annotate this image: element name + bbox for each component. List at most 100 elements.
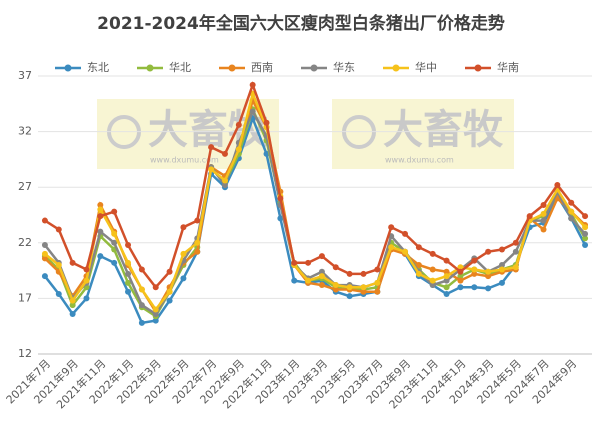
legend-label: 西南 <box>251 61 273 74</box>
y-tick-label: 37 <box>18 69 32 82</box>
point <box>97 213 104 220</box>
point <box>41 255 48 262</box>
point <box>152 284 159 291</box>
point <box>221 150 228 157</box>
point <box>485 273 492 280</box>
point <box>125 270 132 277</box>
point <box>277 195 284 202</box>
point <box>443 290 450 297</box>
point <box>582 230 589 237</box>
y-tick-label: 12 <box>18 347 32 360</box>
point <box>540 226 547 233</box>
point <box>498 279 505 286</box>
point <box>180 275 187 282</box>
point <box>471 284 478 291</box>
point <box>194 239 201 246</box>
legend-marker <box>228 64 236 72</box>
watermark-url: www.dxumu.com <box>385 156 454 165</box>
point <box>568 199 575 206</box>
y-tick-label: 27 <box>18 180 32 193</box>
point <box>305 259 312 266</box>
point <box>180 250 187 257</box>
point <box>221 177 228 184</box>
point <box>97 206 104 213</box>
point <box>443 273 450 280</box>
point <box>374 279 381 286</box>
point <box>138 319 145 326</box>
point <box>512 239 519 246</box>
point <box>318 253 325 260</box>
point <box>97 228 104 235</box>
y-tick-label: 32 <box>18 125 32 138</box>
legend-label: 华东 <box>333 60 355 74</box>
point <box>429 282 436 289</box>
point <box>166 288 173 295</box>
point <box>568 215 575 222</box>
y-tick-label: 22 <box>18 236 32 249</box>
point <box>83 266 90 273</box>
point <box>457 277 464 284</box>
point <box>55 262 62 269</box>
point <box>554 181 561 188</box>
point <box>55 290 62 297</box>
point <box>332 282 339 289</box>
point <box>125 259 132 266</box>
point <box>55 226 62 233</box>
point <box>402 230 409 237</box>
point <box>388 244 395 251</box>
point <box>194 217 201 224</box>
point <box>457 268 464 275</box>
point <box>152 310 159 317</box>
point <box>111 239 118 246</box>
point <box>180 224 187 231</box>
point <box>97 253 104 260</box>
y-tick-label: 17 <box>18 291 32 304</box>
point <box>332 264 339 271</box>
point <box>138 302 145 309</box>
point <box>582 242 589 249</box>
point <box>346 270 353 277</box>
point <box>471 266 478 273</box>
point <box>69 259 76 266</box>
point <box>443 284 450 291</box>
point <box>318 268 325 275</box>
point <box>346 284 353 291</box>
point <box>415 262 422 269</box>
point <box>138 286 145 293</box>
point <box>125 288 132 295</box>
point <box>41 242 48 249</box>
point <box>429 250 436 257</box>
point <box>69 297 76 304</box>
point <box>457 284 464 291</box>
point <box>332 286 339 293</box>
point <box>360 270 367 277</box>
point <box>41 250 48 257</box>
point <box>388 224 395 231</box>
point <box>125 279 132 286</box>
point <box>318 282 325 289</box>
point <box>166 268 173 275</box>
point <box>443 257 450 264</box>
chart-title: 2021-2024年全国六大区瘦肉型白条猪出厂价格走势 <box>97 13 505 34</box>
point <box>471 270 478 277</box>
legend-label: 东北 <box>87 61 109 74</box>
point <box>498 266 505 273</box>
series-line <box>43 108 587 316</box>
point <box>152 306 159 313</box>
point <box>291 277 298 284</box>
watermark-box <box>332 99 514 169</box>
point <box>97 201 104 208</box>
point <box>498 262 505 269</box>
point <box>360 288 367 295</box>
legend-marker <box>392 64 400 72</box>
point <box>402 248 409 255</box>
point <box>415 244 422 251</box>
point <box>69 310 76 317</box>
point <box>485 248 492 255</box>
point <box>318 273 325 280</box>
point <box>540 201 547 208</box>
point <box>540 217 547 224</box>
series-line <box>44 89 587 312</box>
point <box>263 119 270 126</box>
